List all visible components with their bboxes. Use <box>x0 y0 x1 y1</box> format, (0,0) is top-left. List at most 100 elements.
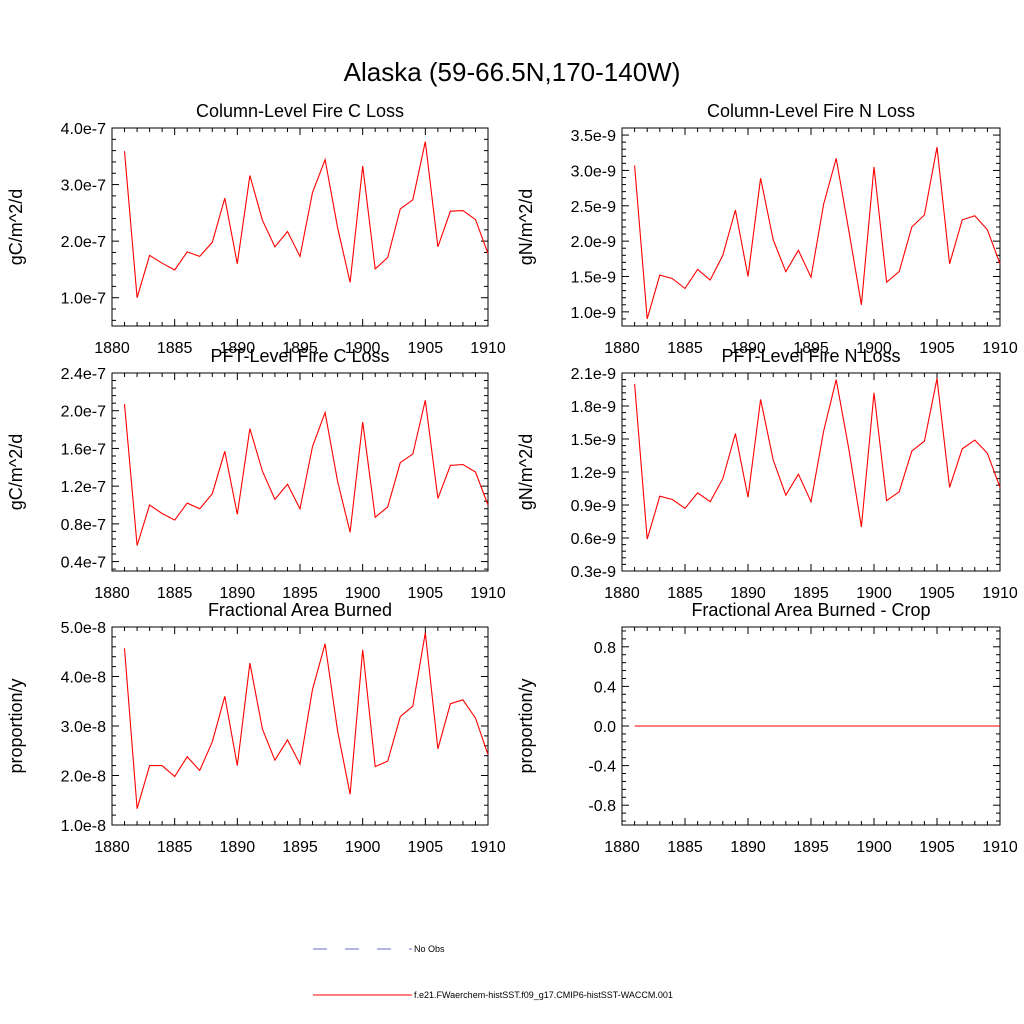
y-tick-label: 3.5e-9 <box>571 128 616 145</box>
y-axis-label: gN/m^2/d <box>516 434 536 510</box>
y-tick-label: 1.2e-7 <box>61 479 106 496</box>
x-tick-label: 1890 <box>730 839 766 856</box>
x-tick-label: 1885 <box>667 340 703 357</box>
y-tick-label: 2.4e-7 <box>61 366 106 383</box>
x-tick-label: 1900 <box>345 839 381 856</box>
chart-title: PFT-Level Fire N Loss <box>721 346 900 366</box>
plot-frame <box>111 127 489 327</box>
y-tick-label: 0.8 <box>594 640 616 657</box>
y-tick-label: 1.2e-9 <box>571 465 616 482</box>
y-tick-label: 4.0e-8 <box>61 670 106 687</box>
y-tick-label: -0.8 <box>588 798 616 815</box>
x-tick-label: 1910 <box>982 340 1018 357</box>
y-tick-label: 0.9e-9 <box>571 498 616 515</box>
x-tick-label: 1910 <box>982 839 1018 856</box>
y-tick-label: 3.0e-9 <box>571 163 616 180</box>
x-tick-label: 1880 <box>604 585 640 602</box>
y-tick-label: 0.0 <box>594 719 616 736</box>
y-tick-label: 0.4 <box>594 679 616 696</box>
plot-frame <box>621 372 1001 572</box>
y-tick-label: 0.8e-7 <box>61 517 106 534</box>
chart-panel-3: PFT-Level Fire C Loss 1880 1885 1890 1895 190… <box>6 346 506 602</box>
x-tick-label: 1900 <box>856 585 892 602</box>
y-tick-label: 2.0e-7 <box>61 234 106 251</box>
y-axis-label: proportion/y <box>6 678 26 773</box>
x-tick-label: 1905 <box>919 585 955 602</box>
y-axis-label: gC/m^2/d <box>6 434 26 510</box>
y-tick-label: 1.5e-9 <box>571 270 616 287</box>
plot-frame <box>111 626 489 826</box>
legend-label-no-obs: No Obs <box>414 944 445 954</box>
plot-frame <box>111 372 489 572</box>
chart-title: PFT-Level Fire C Loss <box>210 346 389 366</box>
chart-panel-6: Fractional Area Burned - Crop 1880 1885 189… <box>516 600 1018 856</box>
x-tick-label: 1880 <box>94 585 130 602</box>
y-tick-label: 2.1e-9 <box>571 366 616 383</box>
x-tick-label: 1905 <box>919 340 955 357</box>
figure-title: Alaska (59-66.5N,170-140W) <box>344 57 681 87</box>
x-tick-label: 1895 <box>793 839 829 856</box>
chart-title: Fractional Area Burned - Crop <box>691 600 930 620</box>
x-tick-label: 1910 <box>470 839 506 856</box>
y-tick-label: 1.0e-9 <box>571 305 616 322</box>
chart-title: Column-Level Fire N Loss <box>707 101 915 121</box>
plot-frame <box>621 127 1001 327</box>
y-tick-label: 1.0e-8 <box>61 818 106 835</box>
y-tick-label: 0.4e-7 <box>61 555 106 572</box>
chart-panel-1: Column-Level Fire C Loss 1880 1885 1890 1895… <box>6 101 506 357</box>
y-tick-label: 2.0e-9 <box>571 234 616 251</box>
x-tick-label: 1890 <box>730 585 766 602</box>
y-tick-label: 2.0e-8 <box>61 769 106 786</box>
x-tick-label: 1890 <box>220 340 256 357</box>
legend: No Obs f.e21.FWaerchem-histSST.f09_g17.C… <box>313 944 673 1000</box>
x-tick-label: 1895 <box>282 585 318 602</box>
x-tick-label: 1900 <box>856 340 892 357</box>
x-tick-label: 1890 <box>220 585 256 602</box>
y-tick-label: 5.0e-8 <box>61 620 106 637</box>
x-tick-label: 1885 <box>157 839 193 856</box>
x-tick-label: 1885 <box>667 839 703 856</box>
x-tick-label: 1895 <box>793 340 829 357</box>
x-tick-label: 1905 <box>919 839 955 856</box>
x-tick-label: 1910 <box>470 340 506 357</box>
y-axis-label: proportion/y <box>516 678 536 773</box>
x-tick-label: 1895 <box>282 839 318 856</box>
x-tick-label: 1895 <box>793 585 829 602</box>
y-axis-label: gC/m^2/d <box>6 189 26 265</box>
x-tick-label: 1885 <box>157 340 193 357</box>
series-line <box>123 141 489 298</box>
series-line <box>123 632 489 809</box>
y-tick-label: 1.8e-9 <box>571 399 616 416</box>
x-tick-label: 1880 <box>94 839 130 856</box>
chart-panel-2: Column-Level Fire N Loss 1880 1885 1890 1895… <box>516 101 1018 357</box>
series-line <box>634 378 1001 540</box>
chart-panel-5: Fractional Area Burned 1880 1885 1890 1895 19… <box>6 600 506 856</box>
x-tick-label: 1885 <box>157 585 193 602</box>
x-tick-label: 1885 <box>667 585 703 602</box>
series-line <box>634 146 1001 320</box>
x-tick-label: 1890 <box>220 839 256 856</box>
y-tick-label: 0.6e-9 <box>571 531 616 548</box>
x-tick-label: 1895 <box>282 340 318 357</box>
chart-panel-4: PFT-Level Fire N Loss 1880 1885 1890 1895 190… <box>516 346 1018 602</box>
x-tick-label: 1910 <box>982 585 1018 602</box>
chart-title: Fractional Area Burned <box>208 600 392 620</box>
legend-label-model: f.e21.FWaerchem-histSST.f09_g17.CMIP6-hi… <box>414 990 673 1000</box>
y-tick-label: 2.0e-7 <box>61 404 106 421</box>
x-tick-label: 1890 <box>730 340 766 357</box>
series-line <box>123 400 489 546</box>
panels-group: Column-Level Fire C Loss 1880 1885 1890 1895… <box>6 101 1018 856</box>
x-tick-label: 1910 <box>470 585 506 602</box>
x-tick-label: 1905 <box>408 585 444 602</box>
x-tick-label: 1900 <box>345 585 381 602</box>
x-tick-label: 1905 <box>408 839 444 856</box>
y-tick-label: 0.3e-9 <box>571 564 616 581</box>
x-tick-label: 1905 <box>408 340 444 357</box>
y-tick-label: 2.5e-9 <box>571 199 616 216</box>
y-tick-label: 1.6e-7 <box>61 441 106 458</box>
x-tick-label: 1880 <box>604 340 640 357</box>
x-tick-label: 1880 <box>94 340 130 357</box>
y-tick-label: 1.0e-7 <box>61 291 106 308</box>
x-tick-label: 1900 <box>856 839 892 856</box>
